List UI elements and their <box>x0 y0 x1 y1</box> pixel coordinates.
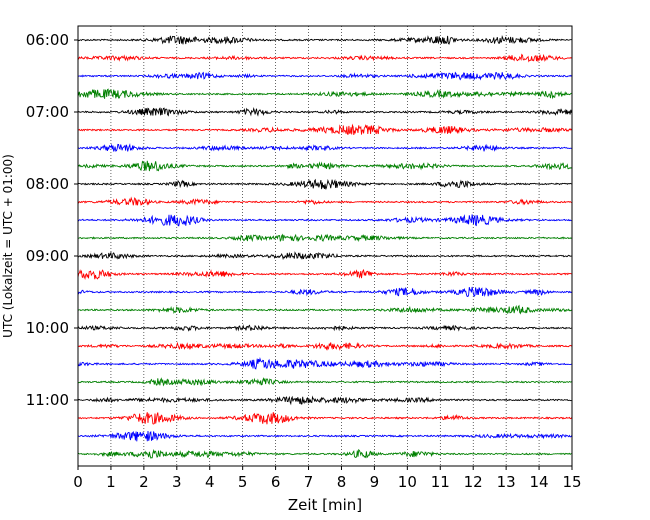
x-tick-label: 9 <box>370 473 380 491</box>
grid-lines <box>110 26 540 466</box>
x-tick-label: 7 <box>304 473 314 491</box>
seismogram-trace <box>77 304 572 315</box>
y-tick-label: 06:00 <box>26 31 69 49</box>
seismogram-trace <box>77 324 572 332</box>
x-tick-label: 4 <box>205 473 215 491</box>
seismogram-trace <box>77 233 572 243</box>
y-tick-label: 10:00 <box>26 319 69 337</box>
plot-frame <box>77 25 573 467</box>
y-axis-label: UTC (Lokalzeit = UTC + 01:00) <box>1 154 15 338</box>
x-tick-label: 2 <box>139 473 149 491</box>
x-tick-label: 12 <box>464 473 483 491</box>
seismogram-trace <box>77 123 572 136</box>
x-tick-label: 0 <box>73 473 83 491</box>
seismogram-trace <box>77 412 572 425</box>
seismogram-trace <box>77 107 572 117</box>
x-tick-label: 5 <box>238 473 248 491</box>
seismogram-trace <box>77 377 572 387</box>
seismogram-trace <box>77 88 572 100</box>
x-tick-label: 13 <box>497 473 516 491</box>
seismogram-trace <box>77 160 572 172</box>
seismogram-trace <box>77 430 572 442</box>
seismogram-trace <box>77 143 572 152</box>
x-tick-label: 6 <box>271 473 281 491</box>
seismogram-trace <box>77 35 572 45</box>
y-tick-label: 09:00 <box>26 247 69 265</box>
seismogram-trace <box>77 53 572 63</box>
seismogram-trace <box>77 268 572 280</box>
seismogram-trace <box>77 71 572 81</box>
y-axis-ticks: 06:00 07:00 08:00 09:00 10:00 11:00 <box>26 31 78 409</box>
seismogram-trace <box>77 448 572 459</box>
seismogram-trace <box>77 356 572 370</box>
seismogram-traces <box>77 35 572 459</box>
y-tick-label: 07:00 <box>26 103 69 121</box>
seismogram-trace <box>77 341 572 351</box>
x-tick-label: 14 <box>530 473 549 491</box>
seismogram-trace <box>77 286 572 298</box>
y-tick-label: 08:00 <box>26 175 69 193</box>
x-tick-label: 15 <box>562 473 581 491</box>
x-tick-label: 11 <box>431 473 450 491</box>
x-tick-label: 1 <box>106 473 116 491</box>
y-tick-label: 11:00 <box>26 391 69 409</box>
x-tick-label: 10 <box>398 473 417 491</box>
seismogram-trace <box>77 178 572 190</box>
x-axis-ticks: 0 1 2 3 4 5 6 7 8 9 10 11 12 13 14 15 <box>73 466 582 491</box>
seismogram-trace <box>77 251 572 261</box>
seismogram-trace <box>77 395 572 406</box>
x-tick-label: 8 <box>337 473 347 491</box>
seismogram-trace <box>77 214 572 227</box>
seismogram-trace <box>77 196 572 206</box>
x-tick-label: 3 <box>172 473 182 491</box>
x-axis-label: Zeit [min] <box>288 496 362 514</box>
